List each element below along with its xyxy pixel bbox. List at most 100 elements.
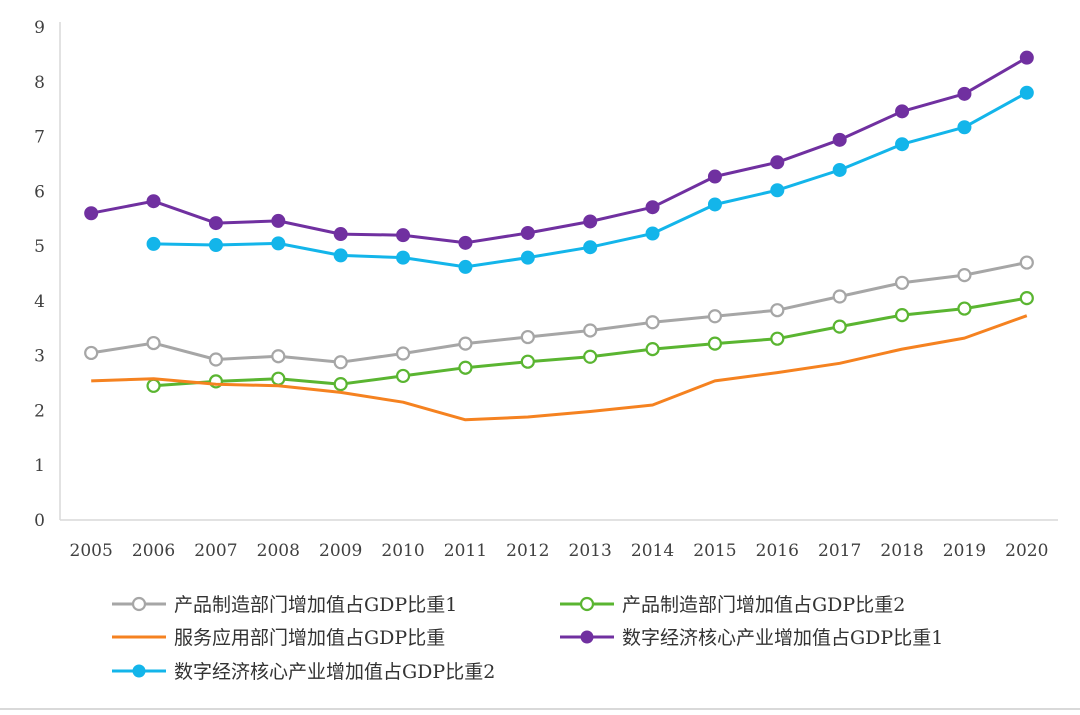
legend-label: 数字经济核心产业增加值占GDP比重2 — [174, 661, 495, 683]
series-2 — [146, 291, 1034, 393]
data-point — [1019, 50, 1034, 65]
y-axis-ticks: 0 1 2 3 4 5 6 7 8 9 — [34, 18, 45, 531]
series-line — [153, 296, 1028, 388]
legend-marker — [579, 596, 595, 612]
legend-item: 产品制造部门增加值占GDP比重1 — [112, 594, 457, 616]
data-point — [271, 236, 286, 251]
x-tick-label: 2019 — [943, 541, 986, 561]
data-point — [770, 155, 785, 170]
axes — [59, 22, 1058, 521]
data-point — [894, 308, 910, 323]
data-point — [1019, 255, 1034, 270]
data-point — [333, 355, 348, 370]
series-line — [90, 261, 1028, 364]
series-line — [90, 56, 1028, 245]
x-tick-label: 2014 — [631, 541, 674, 561]
data-point — [146, 236, 161, 251]
data-point — [645, 200, 660, 215]
data-point — [895, 137, 910, 152]
data-point — [395, 368, 411, 384]
data-point — [84, 345, 99, 361]
data-point — [458, 235, 473, 250]
legend-label: 产品制造部门增加值占GDP比重2 — [622, 594, 905, 616]
data-point — [832, 162, 847, 177]
data-point — [396, 228, 411, 243]
data-point — [770, 183, 785, 198]
x-tick-label: 2005 — [70, 541, 113, 561]
y-tick-label: 4 — [34, 292, 45, 312]
data-point — [645, 341, 660, 357]
x-tick-label: 2020 — [1005, 541, 1048, 561]
data-point — [832, 289, 847, 304]
series-4 — [84, 50, 1034, 250]
y-tick-label: 9 — [34, 18, 45, 38]
data-point — [271, 371, 286, 386]
x-tick-label: 2007 — [194, 541, 237, 561]
x-tick-label: 2018 — [880, 541, 923, 561]
legend-item: 产品制造部门增加值占GDP比重2 — [560, 594, 905, 616]
data-point — [208, 238, 223, 253]
series-5 — [146, 85, 1034, 274]
series-3 — [91, 314, 1028, 422]
data-point — [894, 275, 910, 290]
data-point — [458, 336, 473, 351]
data-point — [583, 214, 598, 229]
data-point — [520, 225, 535, 240]
y-tick-label: 6 — [34, 182, 45, 202]
data-point — [458, 259, 473, 274]
x-tick-label: 2011 — [444, 541, 487, 561]
data-point — [396, 250, 411, 265]
data-point — [957, 120, 972, 135]
y-tick-label: 3 — [34, 347, 45, 367]
data-point — [832, 319, 847, 334]
series-layer — [84, 50, 1034, 422]
data-point — [707, 336, 723, 351]
x-axis-ticks: 2005 2006 2007 2008 2009 2010 2011 2012 2013 2014… — [70, 541, 1049, 561]
data-point — [707, 309, 723, 324]
data-point — [146, 378, 161, 393]
data-point — [583, 240, 598, 255]
data-point — [333, 377, 348, 392]
data-point — [583, 323, 598, 338]
data-point — [520, 250, 535, 265]
data-point — [770, 303, 785, 318]
data-point — [1019, 85, 1034, 100]
data-point — [770, 331, 785, 346]
y-tick-label: 2 — [34, 401, 45, 421]
data-point — [832, 132, 847, 147]
x-tick-label: 2010 — [381, 541, 424, 561]
x-tick-label: 2016 — [756, 541, 799, 561]
data-point — [208, 352, 224, 367]
data-point — [895, 104, 910, 119]
legend-label: 数字经济核心产业增加值占GDP比重1 — [622, 627, 943, 649]
data-point — [583, 349, 598, 364]
legend-marker — [131, 596, 147, 612]
data-point — [520, 329, 535, 345]
data-point — [271, 213, 286, 228]
data-point — [84, 206, 99, 221]
data-point — [1019, 291, 1034, 306]
legend-item: 数字经济核心产业增加值占GDP比重2 — [112, 661, 495, 683]
data-point — [333, 248, 348, 263]
x-tick-label: 2012 — [506, 541, 549, 561]
legend-marker — [580, 630, 594, 644]
x-tick-label: 2013 — [569, 541, 612, 561]
x-tick-label: 2015 — [693, 541, 736, 561]
legend-item: 数字经济核心产业增加值占GDP比重1 — [560, 627, 943, 649]
data-point — [707, 197, 722, 212]
series-line — [91, 314, 1028, 422]
y-tick-label: 0 — [34, 511, 45, 531]
legend-marker — [132, 664, 146, 678]
data-point — [520, 354, 535, 369]
data-point — [146, 194, 161, 209]
x-tick-label: 2017 — [818, 541, 861, 561]
y-tick-label: 7 — [34, 128, 45, 148]
legend-label: 产品制造部门增加值占GDP比重1 — [174, 594, 457, 616]
bottom-border — [0, 708, 1080, 710]
data-point — [957, 86, 972, 101]
data-point — [957, 268, 972, 283]
data-point — [645, 315, 660, 330]
data-point — [271, 349, 286, 364]
